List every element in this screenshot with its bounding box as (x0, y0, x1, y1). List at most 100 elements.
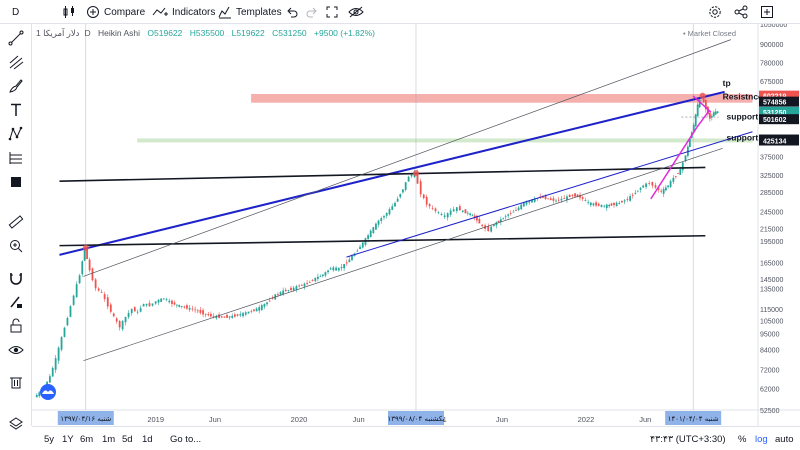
candle-style-icon[interactable] (62, 0, 76, 24)
symbol-search-button[interactable]: D (12, 0, 19, 24)
fullscreen-button[interactable] (326, 0, 338, 24)
percent-scale-toggle[interactable]: % (738, 433, 747, 445)
ruler-tool[interactable] (8, 214, 24, 230)
candle-body (615, 202, 618, 207)
range-5y-button[interactable]: 5y (44, 433, 55, 445)
compare-button[interactable]: Compare (86, 0, 145, 24)
indicators-icon (152, 7, 168, 16)
candle-body (466, 212, 469, 214)
magnet-tool[interactable] (8, 270, 24, 286)
candle-body (308, 281, 311, 283)
compare-label: Compare (104, 6, 146, 18)
y-tick-label: 325000 (760, 173, 783, 180)
layers-icon (9, 417, 23, 430)
price-chart[interactable]: tp Resistnce support support 1050000 900000 78… (32, 24, 800, 426)
candle-body (528, 200, 531, 203)
show-drawings-tool[interactable] (8, 342, 24, 358)
trendline-black (59, 234, 706, 247)
shape-tool[interactable] (8, 174, 24, 190)
candle-body (188, 307, 191, 310)
y-tick-label: 285000 (760, 190, 783, 197)
trash-icon (10, 377, 22, 389)
hide-drawings-button[interactable] (348, 0, 364, 24)
stay-in-drawing-tool[interactable] (8, 294, 24, 310)
candle-body (394, 202, 396, 207)
y-tick-label: 145000 (760, 277, 783, 284)
lock-drawings-tool[interactable] (8, 318, 24, 334)
goto-date-button[interactable]: Go to... (170, 433, 202, 445)
candle-body (702, 96, 705, 103)
timezone-clock[interactable]: ۴۳:۴۳ (UTC+3:30) (650, 433, 726, 445)
candle-body (544, 195, 547, 200)
x-tick-label: Jun (496, 415, 508, 424)
range-1m-button[interactable]: 1m (102, 433, 116, 445)
candle-body (664, 187, 667, 191)
candle-body (258, 307, 261, 311)
remove-drawings-tool[interactable] (8, 374, 24, 390)
y-tick-label: 135000 (760, 286, 783, 293)
range-6m-button[interactable]: 6m (80, 433, 94, 445)
candle-body (440, 213, 443, 215)
redo-button[interactable] (306, 0, 318, 24)
candle-body (399, 193, 402, 198)
candle-body (694, 114, 697, 127)
candle-body (215, 315, 218, 319)
candle-body (66, 317, 69, 326)
undo-button[interactable] (286, 0, 298, 24)
candle-body (531, 199, 533, 203)
candle-body (277, 294, 279, 295)
candle-body (372, 227, 375, 233)
candle-body (202, 310, 204, 315)
pitchfork-tool[interactable] (8, 54, 24, 70)
candle-body (38, 392, 41, 397)
annotation-tp: tp (723, 78, 731, 88)
indicators-button[interactable]: Indicators (152, 0, 215, 24)
candle-body (504, 216, 507, 218)
candle-body (142, 304, 145, 307)
candle-body (121, 321, 124, 330)
candle-body (437, 212, 440, 214)
y-tick-label: 245000 (760, 210, 783, 217)
templates-button[interactable]: Templates (218, 0, 282, 24)
range-1y-button[interactable]: 1Y (62, 433, 74, 445)
range-5d-button[interactable]: 5d (122, 433, 133, 445)
candle-body (191, 308, 194, 310)
candle-body (449, 210, 452, 215)
log-scale-toggle[interactable]: log (755, 433, 768, 445)
candle-body (247, 311, 250, 314)
layers-tool[interactable] (8, 416, 24, 432)
trend-line-tool[interactable] (8, 30, 24, 46)
x-tick-label: Jun (353, 415, 365, 424)
pattern-tool[interactable] (8, 126, 24, 142)
prediction-tool[interactable] (8, 150, 24, 166)
candle-body (672, 177, 675, 182)
range-1d-button[interactable]: 1d (142, 433, 153, 445)
pivot-marker (82, 244, 89, 251)
candle-body (356, 250, 359, 252)
candle-body (651, 182, 654, 186)
candle-body (407, 176, 410, 182)
auto-scale-toggle[interactable]: auto (775, 433, 794, 445)
candle-body (595, 202, 597, 206)
settings-button[interactable] (708, 0, 722, 24)
candle-body (329, 268, 332, 270)
templates-label: Templates (236, 6, 282, 18)
y-tick-label: 84000 (760, 347, 780, 354)
square-icon (11, 177, 21, 187)
candle-body (335, 267, 337, 271)
candle-body (443, 215, 446, 217)
candle-body (657, 187, 660, 190)
y-tick-label: 52500 (760, 408, 780, 415)
candle-body (552, 198, 555, 201)
candle-body (136, 311, 139, 313)
prediction-icon (9, 152, 22, 164)
zoom-in-tool[interactable] (8, 238, 24, 254)
text-tool[interactable] (8, 102, 24, 118)
candle-body (698, 99, 701, 108)
snapshot-button[interactable] (760, 0, 774, 24)
trendline-gray (83, 39, 731, 277)
share-button[interactable] (734, 0, 748, 24)
brush-tool[interactable] (8, 78, 24, 94)
candle-body (94, 279, 97, 289)
trendline-magenta (696, 110, 710, 129)
